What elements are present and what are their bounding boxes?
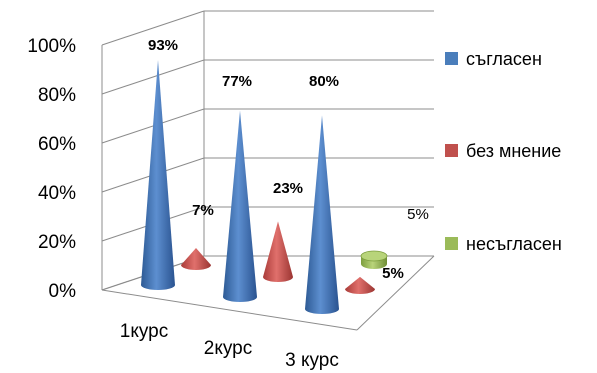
data-label: 7% — [192, 202, 214, 219]
cone-mark — [223, 110, 257, 302]
data-label: 93% — [148, 37, 178, 54]
legend-swatch — [445, 237, 458, 250]
legend-swatch — [445, 144, 458, 157]
cone-mark — [263, 221, 293, 282]
category-label: 2курс — [204, 338, 252, 359]
cone-mark — [305, 115, 339, 315]
category-label: 1курс — [120, 321, 168, 342]
floor-back-edge — [101, 255, 434, 291]
y-tick-label: 100% — [27, 36, 76, 57]
legend-swatch — [445, 52, 458, 65]
y-tick-label: 40% — [38, 183, 76, 204]
legend-item: без мнение — [445, 141, 561, 161]
y-tick-label: 60% — [38, 134, 76, 155]
floor-right-edge — [356, 255, 435, 331]
gridline-side — [101, 59, 205, 95]
cone-mark — [181, 248, 211, 270]
gridline-side — [101, 108, 205, 144]
y-tick-label: 20% — [38, 232, 76, 253]
data-label: 23% — [273, 180, 303, 197]
data-label: 80% — [309, 73, 339, 90]
y-tick-label: 80% — [38, 85, 76, 106]
legend-item: съгласен — [445, 49, 542, 69]
category-label: 3 курс — [285, 350, 339, 371]
gridline-side — [101, 10, 205, 46]
y-tick-label: 0% — [49, 281, 77, 302]
data-label: 5% — [407, 206, 429, 223]
cone-mark — [141, 59, 175, 290]
data-label: 77% — [222, 73, 252, 90]
legend-item: несъгласен — [445, 234, 562, 254]
legend-label: несъгласен — [466, 234, 562, 254]
cone-mark — [345, 276, 375, 294]
cone-mark — [360, 250, 388, 269]
legend-label: съгласен — [466, 49, 542, 69]
data-label: 5% — [382, 265, 404, 282]
floor-front-edge — [101, 289, 358, 331]
legend-label: без мнение — [466, 141, 561, 161]
